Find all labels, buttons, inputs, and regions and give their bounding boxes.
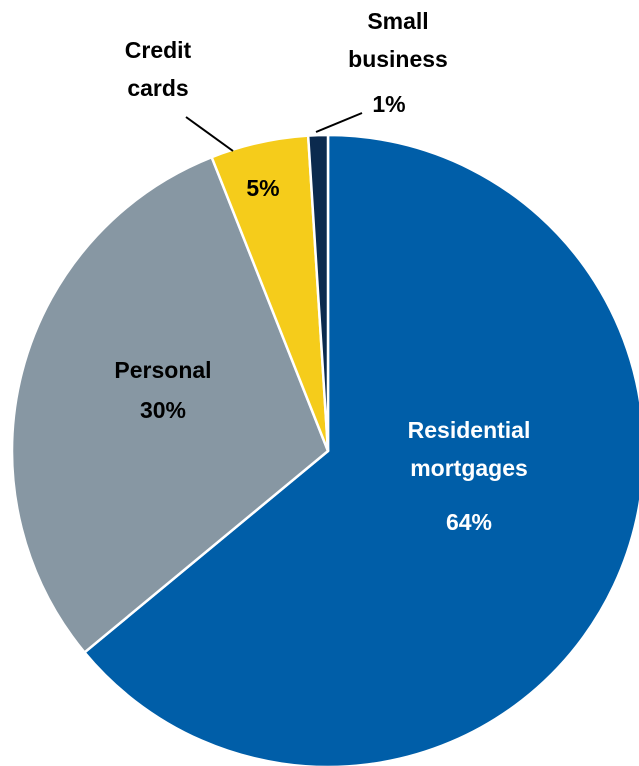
slice-label-residential-mortgages: mortgages xyxy=(410,455,528,481)
slice-value-small-business: 1% xyxy=(372,91,405,117)
slice-labels: Residential mortgages 64% Personal 30% Credit… xyxy=(114,8,530,535)
slice-label-small-business: business xyxy=(348,46,448,72)
slice-label-credit-cards: cards xyxy=(127,75,188,101)
leader-line-credit-cards xyxy=(185,116,234,152)
slice-label-residential-mortgages: Residential xyxy=(408,417,531,443)
slice-value-personal: 30% xyxy=(140,397,186,423)
pie-slice-small-business xyxy=(306,133,330,453)
pie-slice-personal xyxy=(10,155,330,654)
slice-value-credit-cards: 5% xyxy=(246,175,279,201)
leader-lines xyxy=(185,112,363,152)
slice-value-residential-mortgages: 64% xyxy=(446,509,492,535)
slice-label-credit-cards: Credit xyxy=(125,37,192,63)
leader-line-small-business xyxy=(315,112,363,133)
slice-label-personal: Personal xyxy=(114,357,211,383)
pie-slice-residential-mortgages xyxy=(83,133,639,766)
pie-slices xyxy=(10,133,639,766)
slice-label-small-business: Small xyxy=(367,8,428,34)
